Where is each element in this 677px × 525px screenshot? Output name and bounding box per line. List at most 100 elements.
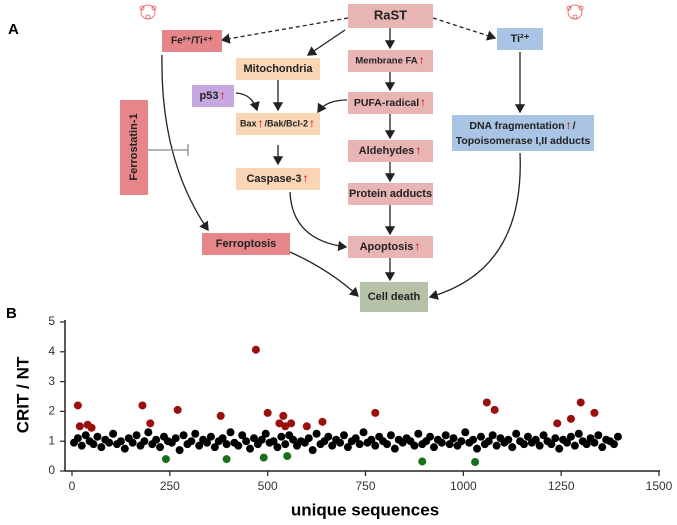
node-label: Topoisomerase I,II adducts: [456, 135, 591, 147]
arrows: [148, 17, 526, 300]
point: [210, 443, 219, 452]
point: [410, 441, 419, 450]
point: [97, 443, 106, 452]
point: [259, 453, 268, 462]
point: [289, 435, 298, 444]
node-label-group: Aldehydes ↑: [359, 143, 422, 157]
node-label: /Bak/Bcl-2: [264, 118, 308, 128]
up-arrow: ↑: [566, 118, 572, 132]
point: [216, 411, 225, 420]
point: [73, 401, 82, 410]
y-tick-label: 2: [48, 404, 55, 418]
point: [531, 435, 540, 444]
point: [371, 408, 380, 417]
node-label: Bax: [240, 118, 257, 128]
point: [281, 440, 290, 449]
point: [75, 422, 84, 431]
point: [226, 428, 235, 437]
node-label: Fe²⁺/Ti⁴⁺: [171, 36, 213, 47]
x-tick-label: 1500: [646, 479, 673, 493]
point: [273, 443, 282, 452]
point: [508, 443, 517, 452]
point: [457, 437, 466, 446]
point: [283, 452, 292, 461]
point: [441, 431, 450, 440]
up-arrow: ↑: [257, 116, 263, 130]
panel-label: A: [8, 21, 19, 38]
y-axis-label: CRIT / NT: [13, 356, 32, 433]
point: [414, 429, 423, 438]
point: [553, 419, 562, 428]
point: [492, 441, 501, 450]
point: [482, 398, 491, 407]
point: [484, 437, 493, 446]
point: [390, 444, 399, 453]
point: [187, 437, 196, 446]
node-label: Apoptosis: [360, 241, 414, 253]
point: [234, 441, 243, 450]
point: [383, 440, 392, 449]
point: [523, 432, 532, 441]
point: [449, 434, 458, 443]
node-label: RaST: [374, 7, 407, 22]
point: [120, 444, 129, 453]
crystal-icon: [139, 4, 584, 20]
x-tick-label: 1250: [548, 479, 575, 493]
node-label: DNA fragmentation: [469, 120, 564, 132]
node-label: Mitochondria: [243, 63, 313, 75]
x-axis-label: unique sequences: [291, 500, 439, 519]
up-arrow: ↑: [419, 53, 425, 67]
point: [140, 437, 149, 446]
point: [105, 438, 114, 447]
point: [109, 429, 118, 438]
point: [613, 432, 622, 441]
point: [471, 458, 480, 467]
y-tick-label: 1: [48, 433, 55, 447]
point: [574, 429, 583, 438]
point: [144, 428, 153, 437]
point: [222, 455, 231, 464]
point: [336, 438, 345, 447]
point: [476, 432, 485, 441]
up-arrow: ↑: [309, 116, 315, 130]
y-tick-label: 0: [48, 463, 55, 477]
point: [89, 440, 98, 449]
point: [570, 441, 579, 450]
node-label-group: Apoptosis ↑: [360, 239, 421, 253]
point: [156, 443, 165, 452]
point: [308, 446, 317, 455]
up-arrow: ↑: [415, 143, 421, 157]
point: [426, 432, 435, 441]
node-label: Caspase-3: [246, 173, 301, 185]
point: [191, 429, 200, 438]
node-label: p53: [200, 90, 219, 102]
up-arrow: ↑: [303, 171, 309, 185]
point: [249, 434, 258, 443]
up-arrow: ↑: [219, 88, 225, 102]
point: [563, 438, 572, 447]
node-label: Protein adducts: [349, 188, 432, 200]
point: [318, 417, 327, 426]
point: [590, 408, 599, 417]
node-label: PUFA-radical: [354, 97, 419, 109]
nodes: RaST Fe²⁺/Ti⁴⁺ Ti²⁺ Mitochondria Membran…: [120, 4, 594, 312]
point: [116, 437, 125, 446]
point: [171, 434, 180, 443]
point: [371, 441, 380, 450]
y-tick-label: 4: [48, 344, 55, 358]
point: [590, 438, 599, 447]
x-tick-label: 750: [355, 479, 375, 493]
point: [504, 435, 513, 444]
point: [490, 405, 499, 414]
node-label: Ferrostatin-1: [128, 113, 140, 180]
y-tick-label: 5: [48, 314, 55, 328]
point: [555, 444, 564, 453]
point: [152, 435, 161, 444]
point: [535, 441, 544, 450]
point: [251, 345, 260, 354]
point: [576, 398, 585, 407]
point: [566, 432, 575, 441]
point: [304, 434, 313, 443]
point: [328, 441, 337, 450]
node-label: /: [573, 120, 576, 132]
